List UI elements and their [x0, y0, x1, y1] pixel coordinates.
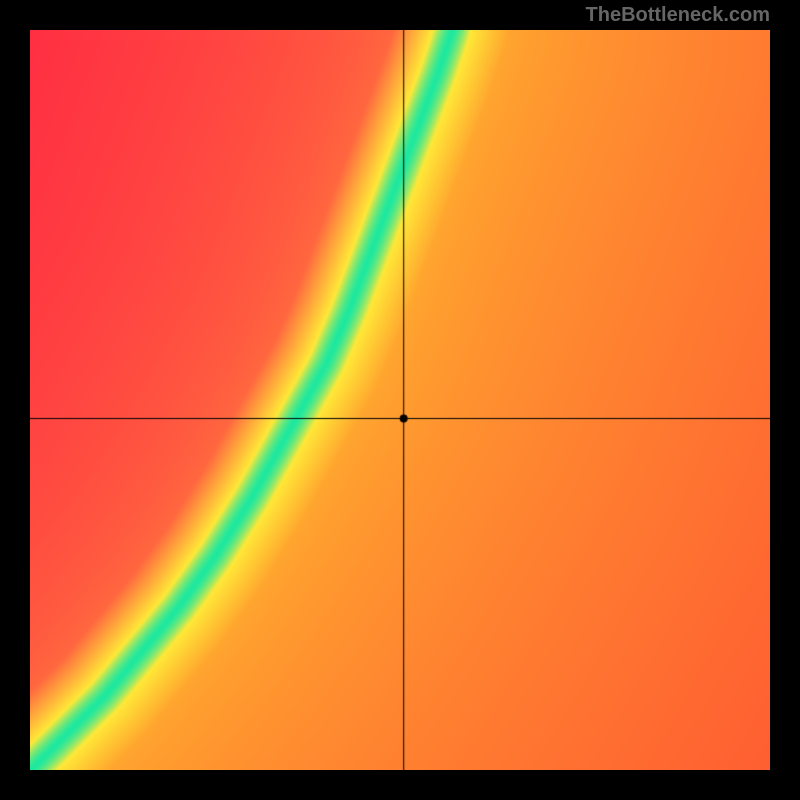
watermark-text: TheBottleneck.com: [586, 4, 770, 27]
heatmap-canvas: [30, 30, 770, 770]
heatmap-plot: [30, 30, 770, 770]
